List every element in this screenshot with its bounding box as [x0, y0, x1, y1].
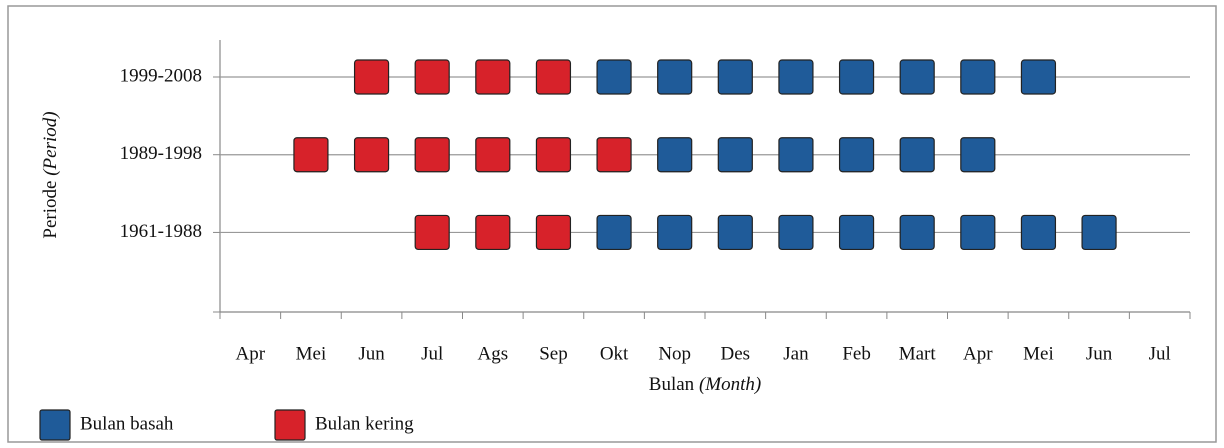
month-marker: [717, 137, 753, 173]
y-axis-title-en: (Period): [40, 111, 61, 175]
y-axis-title: Periode (Period): [40, 111, 61, 238]
month-marker: [657, 137, 693, 173]
x-tick-label: Apr: [236, 343, 266, 364]
x-tick-label: Jun: [1086, 343, 1113, 364]
x-tick-label: Ags: [478, 343, 509, 364]
month-marker: [475, 59, 511, 95]
month-marker: [717, 214, 753, 251]
y-tick-label: 1961-1988: [120, 221, 202, 242]
y-axis-title-main: Periode: [40, 181, 61, 239]
month-marker: [475, 214, 511, 251]
month-marker: [899, 214, 935, 251]
month-marker: [657, 214, 693, 251]
month-marker: [1020, 59, 1057, 95]
month-marker: [960, 137, 996, 173]
month-marker: [596, 137, 632, 173]
month-marker: [535, 59, 572, 95]
x-tick-label: Des: [721, 343, 751, 364]
month-marker: [657, 59, 693, 95]
x-tick-label: Okt: [600, 343, 629, 364]
month-marker: [596, 59, 632, 95]
x-tick-label: Feb: [842, 343, 871, 364]
month-marker: [838, 59, 875, 95]
x-tick-label: Mei: [1023, 343, 1054, 364]
month-marker: [353, 59, 390, 95]
month-marker: [899, 59, 935, 95]
y-tick-label: 1999-2008: [120, 65, 202, 86]
month-marker: [778, 214, 814, 251]
month-marker: [475, 137, 511, 173]
legend-swatch: [274, 409, 306, 441]
x-tick-label: Jan: [783, 343, 809, 364]
legend-label: Bulan basah: [80, 413, 174, 434]
month-marker: [596, 214, 632, 251]
month-marker: [960, 59, 996, 95]
month-marker: [353, 137, 390, 173]
y-tick-label: 1989-1998: [120, 143, 202, 164]
month-marker: [717, 59, 753, 95]
month-marker: [778, 137, 814, 173]
x-tick-label: Jun: [358, 343, 385, 364]
x-tick-label: Nop: [658, 343, 691, 364]
legend-swatch: [39, 409, 71, 441]
month-marker: [1020, 214, 1057, 251]
x-tick-label: Mei: [296, 343, 327, 364]
x-tick-label: Sep: [539, 343, 568, 364]
month-marker: [1081, 214, 1117, 251]
month-marker: [414, 137, 450, 173]
legend-label: Bulan kering: [315, 413, 414, 434]
month-marker: [899, 137, 935, 173]
month-marker: [293, 137, 329, 173]
x-tick-label: Jul: [1149, 343, 1171, 364]
month-marker: [535, 214, 572, 251]
x-tick-label: Apr: [963, 343, 993, 364]
x-axis-title-main: Bulan: [649, 374, 695, 395]
month-marker: [414, 59, 450, 95]
month-marker: [414, 214, 450, 251]
x-tick-label: Mart: [899, 343, 937, 364]
month-marker: [838, 214, 875, 251]
month-marker: [778, 59, 814, 95]
x-tick-label: Jul: [421, 343, 443, 364]
month-marker: [535, 137, 572, 173]
x-axis-title: Bulan (Month): [649, 374, 761, 395]
month-marker: [838, 137, 875, 173]
x-axis-title-en: (Month): [699, 374, 761, 395]
month-marker: [960, 214, 996, 251]
